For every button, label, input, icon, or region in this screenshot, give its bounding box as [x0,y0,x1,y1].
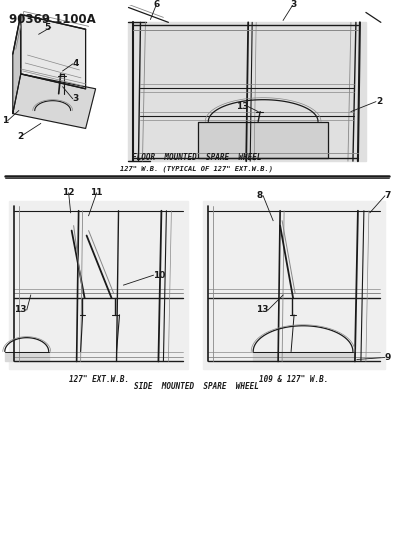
Text: 127" EXT.W.B.: 127" EXT.W.B. [68,375,129,384]
Polygon shape [198,122,328,158]
Polygon shape [253,352,353,361]
Text: 5: 5 [44,23,51,32]
Text: 8: 8 [257,191,263,200]
Polygon shape [129,22,366,161]
Text: 13: 13 [236,102,248,111]
Text: 2: 2 [376,97,382,106]
Text: 3: 3 [73,94,79,103]
Text: 109 & 127" W.B.: 109 & 127" W.B. [259,375,329,384]
Text: FLOOR  MOUNTED  SPARE  WHEEL: FLOOR MOUNTED SPARE WHEEL [132,153,261,162]
Text: 13: 13 [14,305,27,314]
Text: 12: 12 [62,188,75,197]
Polygon shape [9,201,188,369]
Text: 7: 7 [385,191,391,200]
Text: 2: 2 [18,132,24,141]
Text: 127" W.B. (TYPICAL OF 127" EXT.W.B.): 127" W.B. (TYPICAL OF 127" EXT.W.B.) [120,165,273,172]
Polygon shape [5,352,49,361]
Text: 1: 1 [2,116,8,125]
Text: 4: 4 [73,60,79,69]
Text: SIDE  MOUNTED  SPARE  WHEEL: SIDE MOUNTED SPARE WHEEL [134,382,259,391]
Text: 11: 11 [90,188,103,197]
Polygon shape [13,14,21,114]
Text: 10: 10 [153,271,166,280]
Text: 90369 1100A: 90369 1100A [9,13,95,27]
Text: 13: 13 [255,305,268,314]
Text: 6: 6 [153,0,160,9]
Polygon shape [13,74,95,128]
Polygon shape [203,201,385,369]
Polygon shape [21,14,86,89]
Text: 3: 3 [290,0,296,9]
Text: 9: 9 [385,353,391,362]
